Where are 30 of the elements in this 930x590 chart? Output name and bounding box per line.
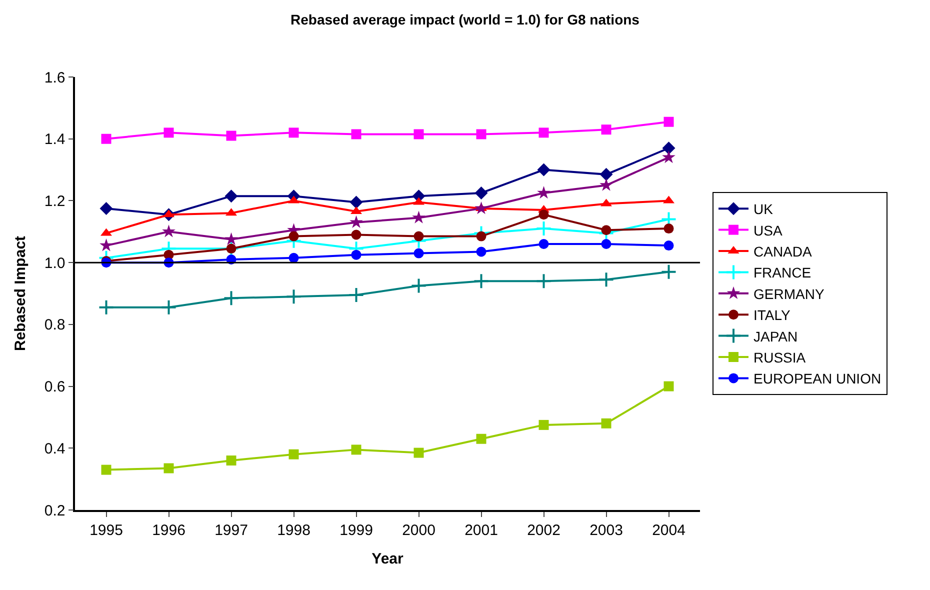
- x-tick-label: 2000: [402, 522, 436, 539]
- legend-label: EUROPEAN UNION: [754, 370, 882, 387]
- y-tick-label: 0.6: [44, 378, 66, 396]
- chart-title: Rebased average impact (world = 1.0) for G8 nations: [290, 12, 640, 28]
- x-tick-label: 2004: [652, 522, 686, 539]
- x-tick-label: 1998: [277, 522, 310, 539]
- legend-label: USA: [754, 222, 783, 238]
- x-tick-label: 2003: [590, 522, 623, 539]
- y-tick-label: 0.8: [44, 316, 66, 334]
- x-axis-title: Year: [372, 550, 404, 568]
- y-tick-label: 0.4: [44, 440, 66, 458]
- x-tick-label: 2001: [464, 522, 498, 539]
- y-tick-label: 0.2: [44, 502, 66, 520]
- x-tick-label: 1995: [90, 522, 123, 539]
- y-tick-label: 1.2: [44, 192, 66, 210]
- legend-label: UK: [754, 201, 774, 218]
- x-tick-label: 1999: [340, 522, 373, 539]
- y-tick-label: 1.0: [44, 254, 66, 272]
- y-tick-label: 1.6: [44, 69, 66, 86]
- y-tick-label: 1.4: [44, 131, 66, 148]
- legend-label: FRANCE: [754, 264, 812, 281]
- legend-label: JAPAN: [754, 328, 798, 344]
- x-tick-label: 1997: [214, 522, 248, 539]
- y-axis-title: Rebased Impact: [12, 236, 30, 352]
- x-tick-label: 1996: [152, 522, 186, 539]
- legend-label: ITALY: [754, 307, 791, 324]
- x-tick-label: 2002: [527, 522, 560, 539]
- legend-label: RUSSIA: [754, 349, 806, 366]
- legend-label: GERMANY: [754, 286, 825, 302]
- legend-label: CANADA: [754, 243, 813, 260]
